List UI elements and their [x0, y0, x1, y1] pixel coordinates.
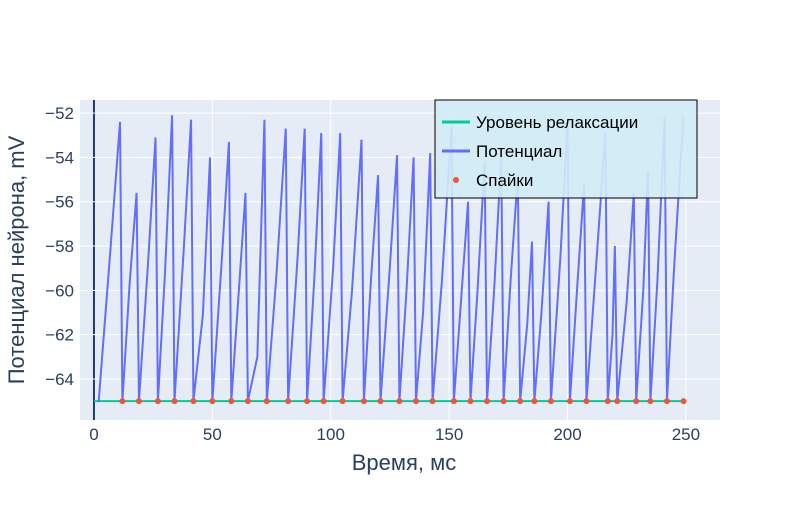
spike-marker — [429, 398, 436, 405]
spike-marker — [209, 398, 216, 405]
spike-marker — [500, 398, 507, 405]
spike-marker — [450, 398, 457, 405]
spike-marker — [517, 398, 524, 405]
spike-marker — [633, 398, 640, 405]
series-line — [97, 115, 685, 402]
spike-marker — [614, 398, 621, 405]
spike-marker — [304, 398, 311, 405]
spike-marker — [135, 398, 142, 405]
spike-marker — [339, 398, 346, 405]
y-axis-title: Потенциал нейрона, mV — [4, 135, 29, 384]
spike-marker — [484, 398, 491, 405]
spike-marker — [583, 398, 590, 405]
y-tick-label: −62 — [45, 326, 74, 345]
y-tick-label: −52 — [45, 104, 74, 123]
x-tick-label: 50 — [203, 425, 222, 444]
legend-label: Спайки — [476, 171, 533, 190]
x-tick-label: 250 — [672, 425, 700, 444]
legend: Уровень релаксации Потенциал Спайки — [434, 99, 698, 199]
spike-marker — [171, 398, 178, 405]
x-tick-label: 150 — [435, 425, 463, 444]
x-tick-label: 200 — [553, 425, 581, 444]
legend-symbol — [453, 177, 459, 183]
x-axis-title: Время, мс — [352, 450, 457, 475]
spike-marker — [285, 398, 292, 405]
spike-marker — [228, 398, 235, 405]
y-tick-label: −58 — [45, 237, 74, 256]
x-tick-label: 100 — [317, 425, 345, 444]
spike-marker — [244, 398, 251, 405]
spike-marker — [396, 398, 403, 405]
spike-marker — [263, 398, 270, 405]
spike-marker — [531, 398, 538, 405]
spike-marker — [377, 398, 384, 405]
y-tick-label: −54 — [45, 148, 74, 167]
spike-marker — [360, 398, 367, 405]
axes: 0 50 100 150 200 250 −64 −62 −60 −58 −56 −54 −52 — [45, 104, 700, 444]
spike-marker — [647, 398, 654, 405]
spike-marker — [154, 398, 161, 405]
y-tick-label: −56 — [45, 193, 74, 212]
legend-label: Потенциал — [476, 142, 562, 161]
spike-marker — [680, 398, 687, 405]
spike-marker — [566, 398, 573, 405]
marks — [93, 115, 687, 405]
legend-label: Уровень релаксации — [476, 113, 638, 132]
y-tick-label: −60 — [45, 281, 74, 300]
spike-marker — [119, 398, 126, 405]
spike-marker — [604, 398, 611, 405]
spike-marker — [467, 398, 474, 405]
legend-box — [434, 99, 698, 199]
grid — [80, 100, 720, 420]
spike-marker — [547, 398, 554, 405]
x-tick-label: 0 — [89, 425, 98, 444]
y-tick-label: −64 — [45, 370, 74, 389]
spike-marker — [412, 398, 419, 405]
spike-marker — [190, 398, 197, 405]
spike-marker — [663, 398, 670, 405]
spike-marker — [320, 398, 327, 405]
